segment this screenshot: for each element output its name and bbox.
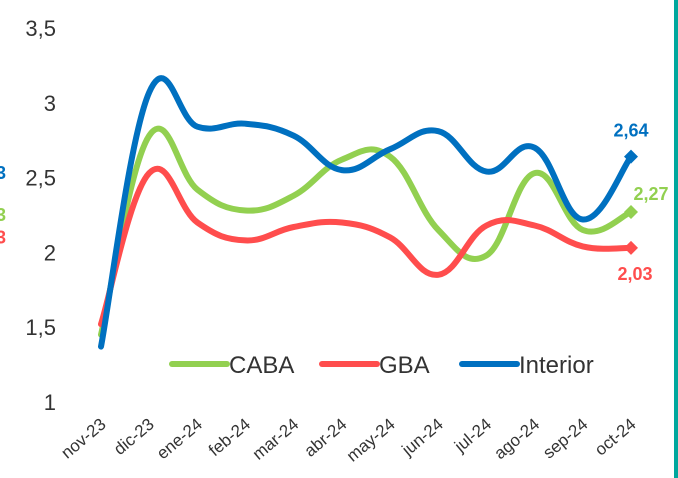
legend-label-gba: GBA bbox=[379, 352, 430, 379]
legend-label-caba: CABA bbox=[229, 352, 294, 379]
cut-data-label: 3 bbox=[0, 163, 6, 183]
y-tick-label: 3 bbox=[44, 91, 56, 116]
right-edge-bar bbox=[674, 0, 678, 478]
cut-off-labels: 333 bbox=[0, 163, 6, 247]
x-tick-label: nov-23 bbox=[58, 415, 110, 463]
x-tick-label: dic-23 bbox=[110, 415, 158, 459]
legend: CABA GBA Interior bbox=[169, 352, 594, 379]
x-tick-label: jul-24 bbox=[450, 415, 495, 457]
y-tick-label: 3,5 bbox=[25, 16, 56, 41]
x-tick-label: mar-24 bbox=[249, 415, 302, 464]
y-tick-label: 1,5 bbox=[25, 315, 56, 340]
marker-gba bbox=[624, 240, 638, 255]
x-tick-label: abr-24 bbox=[301, 415, 351, 461]
y-tick-label: 2 bbox=[44, 240, 56, 265]
cut-data-label: 3 bbox=[0, 205, 6, 225]
x-tick-label: may-24 bbox=[343, 415, 399, 466]
data-label-caba: 2,27 bbox=[633, 184, 668, 204]
cut-data-label: 3 bbox=[0, 227, 6, 247]
series-line-interior bbox=[98, 75, 634, 350]
data-labels: 2,64 2,27 2,03 bbox=[613, 121, 668, 284]
data-label-gba: 2,03 bbox=[617, 264, 652, 284]
data-label-interior: 2,64 bbox=[613, 121, 648, 141]
x-tick-label: sep-24 bbox=[539, 415, 591, 463]
series-lines bbox=[98, 75, 634, 350]
marker-caba bbox=[624, 205, 638, 220]
end-markers bbox=[624, 149, 638, 255]
x-tick-label: ago-24 bbox=[490, 415, 543, 464]
y-tick-label: 1 bbox=[44, 390, 56, 415]
series-line-caba bbox=[98, 125, 634, 338]
x-tick-label: feb-24 bbox=[205, 415, 254, 461]
marker-interior bbox=[624, 149, 638, 164]
x-tick-label: ene-24 bbox=[153, 415, 206, 464]
x-tick-label: oct-24 bbox=[591, 415, 639, 460]
x-tick-label: jun-24 bbox=[398, 415, 447, 461]
y-axis: 1 1,5 2 2,5 3 3,5 bbox=[25, 16, 56, 415]
series-line-gba bbox=[98, 165, 634, 328]
y-tick-label: 2,5 bbox=[25, 166, 56, 191]
legend-label-interior: Interior bbox=[519, 352, 594, 379]
